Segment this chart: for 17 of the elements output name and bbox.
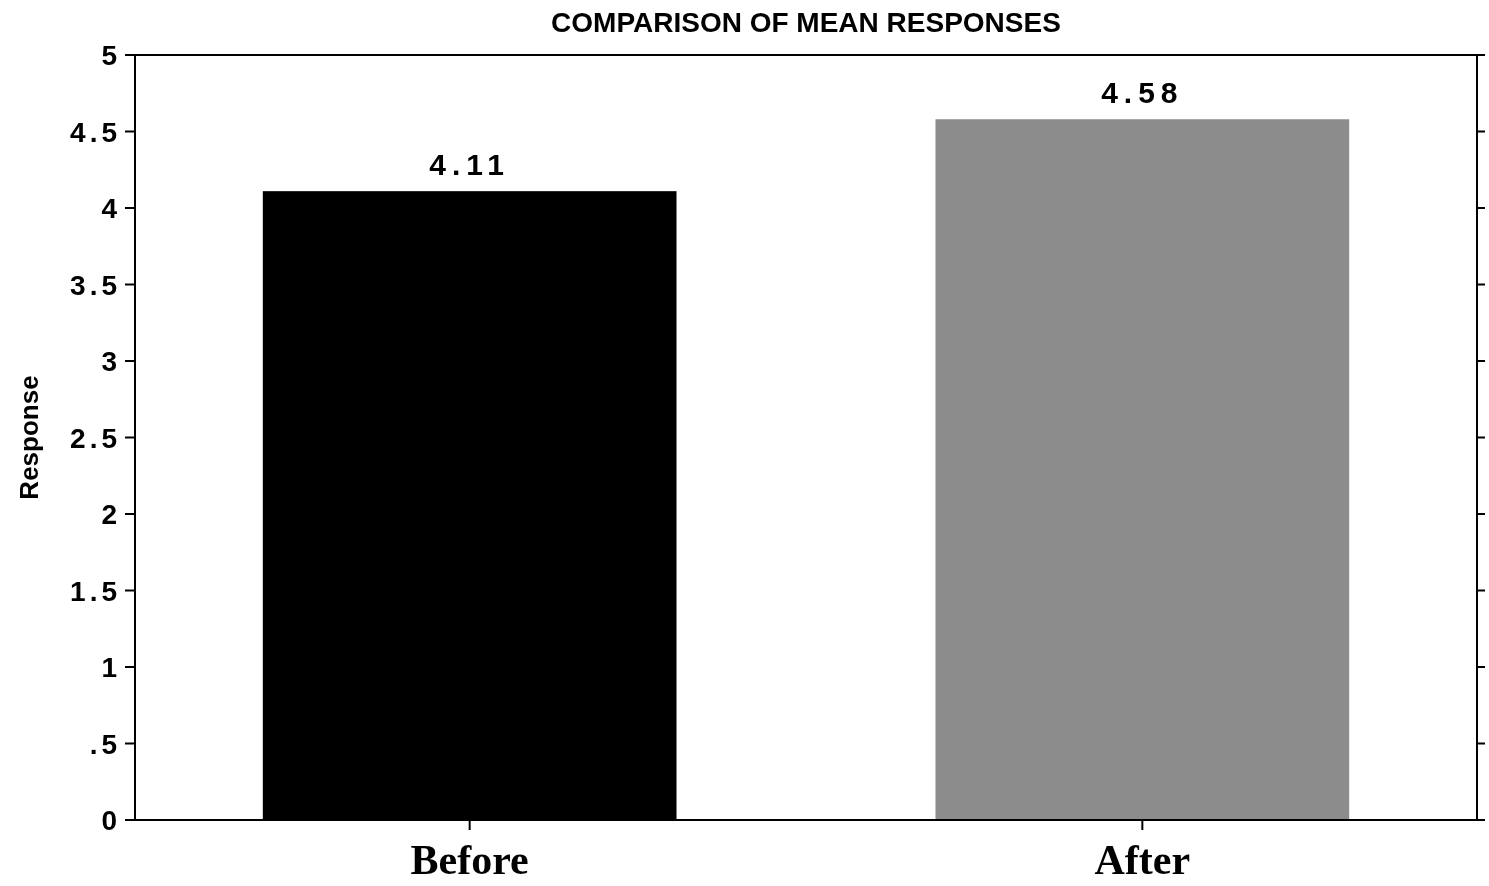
x-tick-label: Before <box>410 837 529 883</box>
y-tick-label: 0 <box>101 805 121 836</box>
y-tick-label: 1.5 <box>70 575 121 607</box>
y-tick-label: 5 <box>101 40 121 71</box>
y-axis-title: Response <box>14 375 44 500</box>
chart-title: COMPARISON OF MEAN RESPONSES <box>551 7 1061 38</box>
data-label: 4.11 <box>429 148 511 182</box>
y-tick-label: 4.5 <box>70 116 121 148</box>
y-tick-label: 4 <box>101 193 121 224</box>
y-tick-label: 3.5 <box>70 269 121 301</box>
y-tick-label: .5 <box>89 728 121 760</box>
x-tick-label: After <box>1094 837 1191 883</box>
y-tick-label: 2 <box>101 499 121 530</box>
y-tick-label: 1 <box>101 652 121 683</box>
y-tick-label: 3 <box>101 346 121 377</box>
data-label: 4.58 <box>1101 76 1184 110</box>
y-tick-label: 2.5 <box>70 422 121 454</box>
